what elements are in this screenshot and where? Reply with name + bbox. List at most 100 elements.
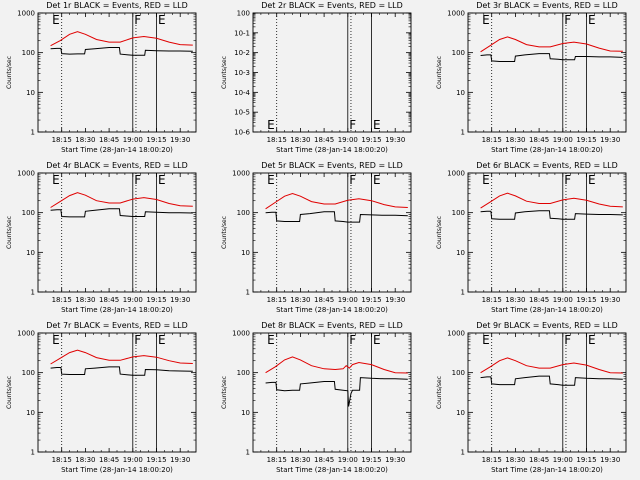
marker-label: E (588, 13, 596, 27)
y-tick-label: 1 (461, 289, 465, 297)
x-tick-label: 18:15 (52, 296, 72, 304)
x-tick-label: 19:15 (146, 296, 166, 304)
marker-label: E (158, 333, 166, 347)
x-tick-label: 19:30 (600, 136, 620, 144)
chart-title: Det 2r BLACK = Events, RED = LLD (261, 1, 403, 10)
marker-label: F (134, 13, 141, 27)
x-tick-label: 19:30 (385, 456, 405, 464)
x-tick-label: 19:30 (170, 136, 190, 144)
y-tick-label: 10 (26, 409, 35, 417)
y-tick-label: 10 (241, 249, 250, 257)
chart-title: Det 8r BLACK = Events, RED = LLD (261, 321, 403, 330)
y-tick-label: 100 (237, 369, 250, 377)
y-tick-label: 100 (452, 49, 465, 57)
y-tick-label: 1 (461, 129, 465, 137)
y-tick-label: 100 (452, 209, 465, 217)
series-line-events (480, 210, 623, 220)
y-tick-label: 1000 (17, 170, 35, 178)
marker-label: E (482, 13, 490, 27)
series-line-events (50, 208, 193, 218)
marker-label: F (349, 173, 356, 187)
x-tick-label: 19:00 (123, 456, 143, 464)
y-tick-label: 100 (22, 49, 35, 57)
chart-title: Det 7r BLACK = Events, RED = LLD (46, 321, 188, 330)
y-tick-label: 100 (22, 369, 35, 377)
marker-label: E (373, 118, 381, 132)
chart-panel-4: Det 4r BLACK = Events, RED = LLD Counts/s… (6, 161, 197, 314)
x-tick-label: 18:45 (99, 136, 119, 144)
x-tick-label: 19:30 (170, 456, 190, 464)
marker-label: E (158, 13, 166, 27)
x-tick-label: 19:15 (361, 456, 381, 464)
series-line-events (480, 375, 623, 386)
x-tick-label: 18:30 (505, 296, 525, 304)
x-tick-label: 18:45 (99, 296, 119, 304)
x-tick-label: 19:00 (553, 456, 573, 464)
y-axis-label: Counts/sec (6, 56, 13, 89)
marker-label: E (588, 333, 596, 347)
y-tick-label: 1 (31, 129, 35, 137)
plot-frame (37, 12, 197, 133)
x-tick-label: 19:00 (338, 136, 358, 144)
x-axis-label: Start Time (28-Jan-14 18:00:20) (276, 146, 388, 154)
chart-title: Det 1r BLACK = Events, RED = LLD (46, 1, 188, 10)
chart-panel-3: Det 3r BLACK = Events, RED = LLD Counts/s… (436, 1, 627, 154)
x-tick-label: 18:30 (75, 456, 95, 464)
series-line-events (480, 53, 623, 62)
y-tick-label: 1 (246, 449, 250, 457)
chart-title: Det 3r BLACK = Events, RED = LLD (476, 1, 618, 10)
chart-panel-9: Det 9r BLACK = Events, RED = LLD Counts/s… (436, 321, 627, 474)
y-tick-label: 100 (22, 209, 35, 217)
x-axis-label: Start Time (28-Jan-14 18:00:20) (491, 306, 603, 314)
x-tick-label: 18:45 (314, 136, 334, 144)
plot-frame (252, 12, 412, 133)
y-tick-label: 10 (26, 89, 35, 97)
y-tick-label: 100 (237, 10, 250, 18)
series-line-events (50, 366, 193, 376)
y-tick-label: 1 (461, 449, 465, 457)
x-axis-label: Start Time (28-Jan-14 18:00:20) (61, 306, 173, 314)
marker-label: E (588, 173, 596, 187)
series-line-lld (480, 36, 623, 53)
y-tick-label: 1000 (17, 10, 35, 18)
chart-title: Det 6r BLACK = Events, RED = LLD (476, 161, 618, 170)
chart-panel-6: Det 6r BLACK = Events, RED = LLD Counts/s… (436, 161, 627, 314)
series-line-lld (50, 192, 193, 208)
chart-panel-1: Det 1r BLACK = Events, RED = LLD Counts/s… (6, 1, 197, 154)
series-line-lld (265, 356, 408, 374)
y-tick-label: 1000 (447, 10, 465, 18)
plot-frame (252, 172, 412, 293)
series-line-lld (480, 357, 623, 374)
marker-label: F (564, 173, 571, 187)
chart-title: Det 4r BLACK = Events, RED = LLD (46, 161, 188, 170)
x-axis-label: Start Time (28-Jan-14 18:00:20) (491, 466, 603, 474)
x-tick-label: 19:15 (361, 136, 381, 144)
chart-title: Det 9r BLACK = Events, RED = LLD (476, 321, 618, 330)
marker-label: F (134, 173, 141, 187)
marker-label: E (373, 173, 381, 187)
y-tick-label: 100 (452, 369, 465, 377)
x-tick-label: 18:45 (314, 296, 334, 304)
y-axis-label: Counts/sec (6, 376, 13, 409)
x-tick-label: 18:15 (482, 296, 502, 304)
x-tick-label: 19:00 (338, 456, 358, 464)
series-line-events (265, 211, 408, 223)
x-tick-label: 19:15 (576, 136, 596, 144)
series-line-lld (50, 349, 193, 365)
x-tick-label: 18:45 (529, 136, 549, 144)
y-tick-label: 10-4 (234, 89, 250, 97)
x-tick-label: 19:15 (146, 456, 166, 464)
y-tick-label: 10-3 (234, 69, 250, 77)
x-tick-label: 19:30 (385, 136, 405, 144)
x-tick-label: 19:00 (123, 296, 143, 304)
x-tick-label: 18:15 (482, 456, 502, 464)
y-axis-label: Counts/sec (6, 216, 13, 249)
chart-panel-7: Det 7r BLACK = Events, RED = LLD Counts/s… (6, 321, 197, 474)
marker-label: E (158, 173, 166, 187)
y-tick-label: 1000 (447, 330, 465, 338)
x-tick-label: 18:30 (505, 456, 525, 464)
marker-label: E (267, 333, 275, 347)
y-tick-label: 10 (26, 249, 35, 257)
x-tick-label: 18:30 (290, 296, 310, 304)
